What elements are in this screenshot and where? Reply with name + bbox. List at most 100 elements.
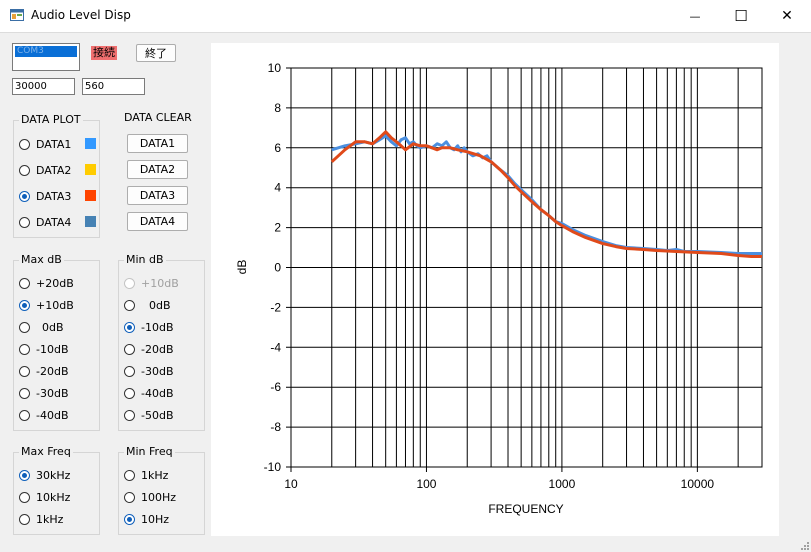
max-db-option[interactable]: -30dB <box>19 386 69 400</box>
clear-data-button[interactable]: DATA1 <box>127 134 188 153</box>
radio-button[interactable] <box>19 190 30 202</box>
y-tick-label: -10 <box>264 460 282 474</box>
radio-button[interactable] <box>124 409 135 421</box>
clear-data-button[interactable]: DATA3 <box>127 186 188 205</box>
min-freq-option[interactable]: 10Hz <box>124 512 169 526</box>
y-tick-label: 6 <box>274 141 281 155</box>
max-freq-option[interactable]: 10kHz <box>19 490 70 504</box>
max-freq-title: Max Freq <box>19 445 73 458</box>
resize-grip-icon[interactable] <box>799 540 809 550</box>
min-db-title: Min dB <box>124 253 166 266</box>
radio-button[interactable] <box>19 321 30 333</box>
port-select-value: COM3 <box>15 46 77 57</box>
y-tick-label: 2 <box>274 221 281 235</box>
max-db-option[interactable]: -40dB <box>19 408 69 422</box>
clear-data-button-label: DATA2 <box>139 163 176 176</box>
y-tick-label: -8 <box>270 420 281 434</box>
min-db-option[interactable]: -20dB <box>124 342 174 356</box>
radio-button[interactable] <box>124 513 135 525</box>
close-button[interactable]: ✕ <box>764 0 810 32</box>
clear-data-button[interactable]: DATA4 <box>127 212 188 231</box>
radio-label: DATA3 <box>36 189 72 203</box>
radio-label: DATA1 <box>36 137 72 151</box>
radio-button[interactable] <box>19 277 30 289</box>
radio-label: 1kHz <box>36 512 64 526</box>
min-db-option[interactable]: -50dB <box>124 408 174 422</box>
radio-button <box>124 277 135 289</box>
frequency-response-chart: -10 -8 -6 -4 -2 0 2 4 6 8 10 10 100 1000 10000 FREQUEN… <box>235 61 763 516</box>
y-tick-label: 10 <box>268 61 282 75</box>
clear-data-button-label: DATA4 <box>139 215 176 228</box>
title-bar: Audio Level Disp — ☐ ✕ <box>0 0 811 33</box>
max-db-option[interactable]: -10dB <box>19 342 69 356</box>
y-tick-label: 0 <box>274 261 281 275</box>
x-tick-label: 10 <box>284 477 298 491</box>
radio-label: DATA4 <box>36 215 72 229</box>
max-freq-option[interactable]: 30kHz <box>19 468 70 482</box>
x-tick-label: 100 <box>416 477 436 491</box>
radio-button[interactable] <box>124 365 135 377</box>
radio-button[interactable] <box>19 164 30 176</box>
radio-button[interactable] <box>19 216 30 228</box>
min-db-option[interactable]: -40dB <box>124 386 174 400</box>
data-plot-option[interactable]: DATA1 <box>19 137 71 151</box>
max-db-option[interactable]: 0dB <box>19 320 64 334</box>
radio-button[interactable] <box>19 387 30 399</box>
max-db-option[interactable]: -20dB <box>19 364 69 378</box>
radio-button[interactable] <box>19 343 30 355</box>
radio-button[interactable] <box>124 491 135 503</box>
max-db-option[interactable]: +20dB <box>19 276 74 290</box>
clear-data-button[interactable]: DATA2 <box>127 160 188 179</box>
radio-label: -40dB <box>141 386 174 400</box>
field-b-input[interactable]: 560 <box>82 78 145 95</box>
y-tick-label: -6 <box>270 380 281 394</box>
radio-button[interactable] <box>124 343 135 355</box>
color-swatch <box>85 164 96 175</box>
radio-label: 1kHz <box>141 468 169 482</box>
data-plot-title: DATA PLOT <box>19 113 83 126</box>
min-freq-option[interactable]: 100Hz <box>124 490 176 504</box>
x-tick-label: 10000 <box>681 477 715 491</box>
min-freq-option[interactable]: 1kHz <box>124 468 168 482</box>
data-plot-option[interactable]: DATA3 <box>19 189 71 203</box>
minimize-icon: — <box>689 9 701 23</box>
max-db-option[interactable]: +10dB <box>19 298 74 312</box>
radio-button[interactable] <box>19 469 30 481</box>
radio-label: 0dB <box>149 298 171 312</box>
min-db-option[interactable]: -30dB <box>124 364 174 378</box>
minimize-button[interactable]: — <box>672 0 718 32</box>
min-freq-title: Min Freq <box>124 445 175 458</box>
min-db-option[interactable]: 0dB <box>124 298 171 312</box>
port-select[interactable]: COM3 <box>12 43 80 71</box>
radio-button[interactable] <box>124 387 135 399</box>
radio-button[interactable] <box>124 321 135 333</box>
radio-button[interactable] <box>19 409 30 421</box>
data-plot-option[interactable]: DATA2 <box>19 163 71 177</box>
exit-button[interactable]: 終了 <box>136 44 176 62</box>
y-axis-label: dB <box>235 260 249 275</box>
radio-button[interactable] <box>124 299 135 311</box>
chart-panel: -10 -8 -6 -4 -2 0 2 4 6 8 10 10 100 1000 10000 FREQUEN… <box>211 43 779 536</box>
y-tick-label: -4 <box>270 340 281 354</box>
min-db-option[interactable]: -10dB <box>124 320 174 334</box>
radio-label: -50dB <box>141 408 174 422</box>
y-tick-label: 8 <box>274 101 281 115</box>
radio-button[interactable] <box>19 138 30 150</box>
radio-label: +20dB <box>36 276 74 290</box>
radio-button[interactable] <box>19 365 30 377</box>
radio-button[interactable] <box>19 491 30 503</box>
radio-label: -20dB <box>36 364 69 378</box>
radio-button[interactable] <box>124 469 135 481</box>
field-a-input[interactable]: 30000 <box>12 78 75 95</box>
close-icon: ✕ <box>781 8 793 24</box>
window-title: Audio Level Disp <box>31 8 131 22</box>
maximize-button[interactable]: ☐ <box>718 0 764 32</box>
max-freq-option[interactable]: 1kHz <box>19 512 63 526</box>
data-plot-option[interactable]: DATA4 <box>19 215 71 229</box>
data-clear-title: DATA CLEAR <box>124 111 192 124</box>
radio-button[interactable] <box>19 513 30 525</box>
radio-label: -10dB <box>141 320 174 334</box>
radio-button[interactable] <box>19 299 30 311</box>
y-tick-label: -2 <box>270 300 281 314</box>
clear-data-button-label: DATA3 <box>139 189 176 202</box>
